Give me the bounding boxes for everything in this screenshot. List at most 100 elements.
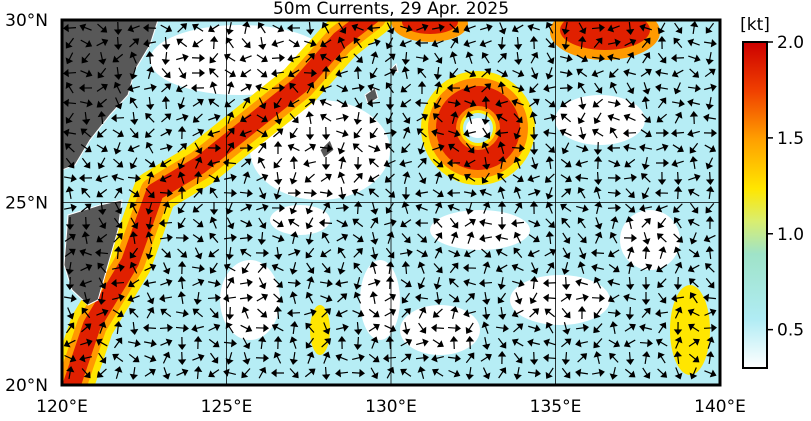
- lat-tick-label: 25°N: [5, 194, 48, 214]
- arrow: [431, 354, 444, 363]
- arrow: [624, 38, 637, 47]
- arrow: [175, 323, 189, 333]
- arrow: [607, 203, 621, 213]
- arrow: [273, 187, 282, 200]
- arrow: [464, 173, 476, 182]
- arrow: [226, 276, 235, 289]
- arrow: [560, 113, 572, 123]
- arrow: [319, 279, 333, 288]
- arrow: [129, 247, 139, 259]
- arrow: [657, 52, 667, 64]
- arrow: [481, 68, 492, 78]
- arrow: [338, 156, 347, 170]
- arrow: [193, 291, 202, 305]
- arrow: [688, 338, 700, 347]
- arrow: [353, 37, 363, 49]
- arrow: [239, 143, 253, 153]
- arrow: [655, 83, 669, 92]
- arrow: [145, 188, 155, 199]
- arrow: [528, 324, 541, 333]
- arrow: [529, 126, 539, 140]
- arrow: [258, 97, 267, 110]
- arrow: [145, 112, 155, 123]
- arrow: [642, 232, 651, 245]
- arrow: [465, 202, 474, 215]
- arrow: [402, 112, 411, 124]
- arrow: [529, 111, 538, 124]
- arrow: [352, 353, 365, 362]
- colorbar-tick-label: 2.0: [777, 33, 804, 53]
- arrow: [113, 36, 123, 50]
- arrow: [192, 128, 205, 137]
- arrow: [529, 351, 539, 365]
- arrow: [242, 337, 251, 350]
- arrow: [335, 203, 349, 213]
- arrow: [608, 68, 619, 78]
- arrow: [129, 366, 138, 380]
- arrow: [656, 264, 668, 273]
- arrow: [96, 83, 108, 92]
- arrow: [576, 293, 589, 302]
- arrow: [482, 306, 491, 320]
- arrow: [527, 23, 540, 32]
- arrow: [63, 294, 77, 303]
- arrow: [338, 22, 347, 34]
- arrow: [367, 23, 381, 33]
- arrow: [513, 366, 522, 380]
- arrow: [159, 218, 173, 228]
- arrow: [159, 323, 173, 333]
- arrow: [111, 173, 124, 182]
- arrow: [641, 217, 651, 228]
- arrow: [545, 21, 554, 34]
- arrow: [623, 68, 636, 77]
- arrow: [256, 114, 269, 123]
- arrow: [594, 217, 603, 230]
- arrow: [450, 111, 459, 124]
- arrow: [129, 97, 138, 109]
- arrow: [383, 353, 397, 363]
- arrow: [177, 126, 187, 140]
- lon-tick-label: 130°E: [365, 397, 417, 417]
- arrow: [97, 157, 106, 170]
- arrow: [193, 366, 203, 380]
- arrow: [351, 188, 364, 197]
- arrow: [495, 99, 508, 108]
- arrow: [640, 68, 652, 77]
- arrow: [223, 188, 237, 198]
- arrow: [321, 231, 330, 244]
- arrow: [160, 128, 173, 137]
- arrow: [416, 128, 427, 138]
- arrow: [225, 306, 235, 320]
- arrow: [545, 67, 554, 80]
- arrow: [401, 307, 411, 318]
- arrow: [671, 99, 685, 108]
- kuroshio: [62, 20, 394, 385]
- arrow: [290, 231, 299, 244]
- arrow: [591, 293, 605, 303]
- arrow: [208, 174, 221, 183]
- arrow: [528, 98, 540, 108]
- arrow: [417, 81, 427, 95]
- arrow: [145, 51, 155, 65]
- arrow: [160, 143, 173, 152]
- lon-tick-label: 120°E: [36, 397, 88, 417]
- arrow: [335, 368, 349, 378]
- arrow: [144, 263, 157, 272]
- arrow: [463, 84, 476, 93]
- arrow: [321, 126, 331, 140]
- arrow: [226, 111, 235, 124]
- arrow: [624, 323, 636, 332]
- arrow: [511, 143, 525, 153]
- arrow: [240, 69, 252, 78]
- arrow: [464, 69, 477, 78]
- arrow: [273, 351, 282, 364]
- arrow: [689, 367, 698, 380]
- arrow: [144, 158, 156, 168]
- arrow: [337, 36, 346, 49]
- arrow: [450, 37, 459, 49]
- arrow: [161, 113, 172, 123]
- arrow: [304, 39, 317, 48]
- arrow: [226, 142, 235, 154]
- arrow: [223, 233, 237, 242]
